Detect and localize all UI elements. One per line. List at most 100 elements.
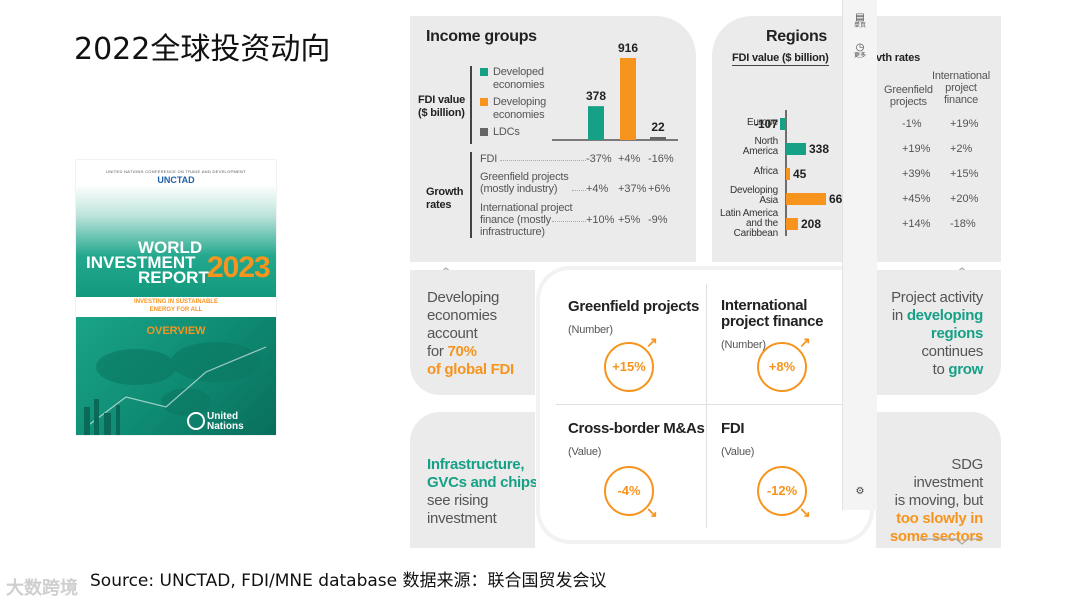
callout-panel-left-bottom bbox=[410, 412, 535, 548]
callout-l1-3: account bbox=[427, 325, 478, 342]
callout-l1-5: of global FDI bbox=[427, 361, 514, 378]
income-legend: Developed economies Developing economies… bbox=[480, 66, 570, 139]
tile-ma-unit: (Value) bbox=[568, 446, 602, 458]
income-bar-1 bbox=[620, 58, 636, 140]
arrow-down-right-icon-2: ↘ bbox=[799, 504, 811, 520]
cover-overview: OVERVIEW bbox=[146, 325, 206, 337]
cover-top-gradient bbox=[76, 160, 276, 297]
cover-line3: REPORT bbox=[138, 268, 209, 287]
callout-l1-1: Developing bbox=[427, 289, 500, 306]
income-growth-0-0: -37% bbox=[586, 153, 612, 165]
callout-l1-2: economies bbox=[427, 307, 497, 324]
income-bar-chart: 378 916 22 bbox=[552, 41, 678, 141]
tile-fdi-title: FDI bbox=[721, 420, 745, 437]
income-bar-label-1: 916 bbox=[618, 41, 638, 55]
central-tiles bbox=[540, 270, 870, 540]
income-groups-title: Income groups bbox=[426, 28, 537, 45]
callout-r1-3: regions bbox=[930, 325, 983, 342]
region-growth-2-1: +15% bbox=[950, 168, 979, 180]
callout-right-top: Project activity in developing regions c… bbox=[880, 289, 983, 379]
callout-left-top: Developing economies account for 70% of … bbox=[427, 289, 514, 379]
cover-conference: UNITED NATIONS CONFERENCE ON TRADE AND D… bbox=[106, 169, 246, 174]
callout-r1-2a: in bbox=[891, 307, 907, 324]
growth-label-1: Growth bbox=[426, 186, 464, 198]
tile-ma-value: -4% bbox=[604, 466, 654, 516]
viewer-sidebar: ▤ 单页 ◷ 更多 ⚙ bbox=[842, 0, 877, 510]
income-bar-label-2: 22 bbox=[651, 120, 665, 134]
legend-ldcs: LDCs bbox=[480, 126, 570, 139]
slide-title: 2022全球投资动向 bbox=[74, 32, 331, 67]
arrow-up-right-icon-2: ↗ bbox=[799, 334, 811, 350]
income-growth-2-2: -9% bbox=[648, 214, 668, 226]
arrow-up-right-icon: ↗ bbox=[646, 334, 658, 350]
tile-divider-v bbox=[706, 284, 707, 528]
income-growth-0-2: -16% bbox=[648, 153, 674, 165]
region-growth-3-0: +45% bbox=[902, 193, 931, 205]
fdi-value-label-2: ($ billion) bbox=[418, 107, 465, 119]
world-map-icon bbox=[84, 342, 267, 435]
single-page-button[interactable]: ▤ 单页 bbox=[843, 12, 877, 30]
callout-panel-left-top bbox=[410, 270, 535, 395]
watermark-logo: 大数跨境 bbox=[6, 578, 78, 599]
tile-ipf-value: +8% bbox=[757, 342, 807, 392]
cover-line2: INVESTMENT bbox=[86, 253, 196, 272]
region-label-0: Europe bbox=[746, 117, 778, 128]
region-bar-3 bbox=[786, 193, 826, 205]
callout-r2-2: is moving, but bbox=[894, 492, 984, 509]
legend-label-developing: Developing economies bbox=[493, 96, 547, 121]
fdi-bracket bbox=[470, 66, 472, 144]
region-growth-4-1: -18% bbox=[950, 218, 976, 230]
callout-right-bottom: SDG investment is moving, but too slowly… bbox=[880, 456, 983, 546]
regions-col2-header: International project finance bbox=[932, 70, 990, 106]
single-page-label: 单页 bbox=[853, 23, 866, 29]
legend-developing: Developing economies bbox=[480, 96, 570, 122]
region-label-2: Africa bbox=[753, 166, 779, 177]
cover-subtitle1: INVESTING IN SUSTAINABLE bbox=[134, 299, 218, 305]
row-dots-1 bbox=[500, 160, 586, 161]
col2c: finance bbox=[943, 94, 979, 106]
settings-button[interactable]: ⚙ bbox=[843, 486, 877, 497]
growth-bracket bbox=[470, 152, 472, 238]
clock-icon: ◷ bbox=[855, 42, 865, 53]
region-growth-0-1: +19% bbox=[950, 118, 979, 130]
regions-growth-header: vth rates bbox=[876, 52, 921, 64]
region-label-3: Developing Asia bbox=[729, 185, 778, 206]
arrow-down-right-icon: ↘ bbox=[646, 504, 658, 520]
tile-ipf-unit: (Number) bbox=[721, 339, 766, 351]
cover-bottom-map bbox=[76, 317, 276, 435]
income-growth-2-1: +5% bbox=[618, 214, 641, 226]
tile-greenfield-unit: (Number) bbox=[568, 324, 613, 336]
region-bar-4 bbox=[786, 218, 798, 230]
income-growth-1-1: +37% bbox=[618, 183, 647, 195]
callout-l1-4b: 70% bbox=[447, 343, 477, 360]
region-bar-label-4: 208 bbox=[801, 217, 821, 231]
col2a: International bbox=[932, 70, 990, 82]
callout-l2-3: see rising bbox=[427, 492, 489, 509]
cover-subtitle: INVESTING IN SUSTAINABLE ENERGY FOR ALL bbox=[76, 298, 276, 314]
row-ipf-2: finance (mostly bbox=[480, 214, 551, 226]
region-bar-label-2: 45 bbox=[793, 167, 807, 181]
region-growth-1-0: +19% bbox=[902, 143, 931, 155]
more-button[interactable]: ◷ 更多 bbox=[843, 42, 877, 60]
legend-developed: Developed economies bbox=[480, 66, 570, 92]
region-bar-1 bbox=[786, 143, 806, 155]
callout-l2-2: GVCs and chips bbox=[427, 474, 538, 491]
legend-label-ldcs: LDCs bbox=[493, 126, 520, 138]
col1b: projects bbox=[889, 96, 927, 108]
tile-greenfield-value: +15% bbox=[604, 342, 654, 392]
region-label-4: Latin America and the Caribbean bbox=[720, 208, 778, 239]
row-ipf-label: International project finance (mostly in… bbox=[480, 202, 573, 238]
col2b: project bbox=[945, 82, 977, 94]
callout-r2-3: too slowly in bbox=[896, 510, 983, 527]
tile-ipf-title1: International bbox=[721, 297, 808, 314]
callout-panel-right-top bbox=[876, 270, 1001, 395]
region-growth-2-0: +39% bbox=[902, 168, 931, 180]
tile-fdi-unit: (Value) bbox=[721, 446, 755, 458]
cover-un-text: United Nations bbox=[207, 412, 244, 432]
callout-r1-5a: to bbox=[932, 361, 949, 378]
legend-swatch-developed bbox=[480, 68, 488, 76]
callout-l1-4a: for bbox=[427, 343, 448, 360]
tile-divider-h bbox=[556, 404, 856, 405]
callout-r1-5b: grow bbox=[948, 361, 983, 378]
row-ipf-1: International project bbox=[480, 202, 573, 214]
